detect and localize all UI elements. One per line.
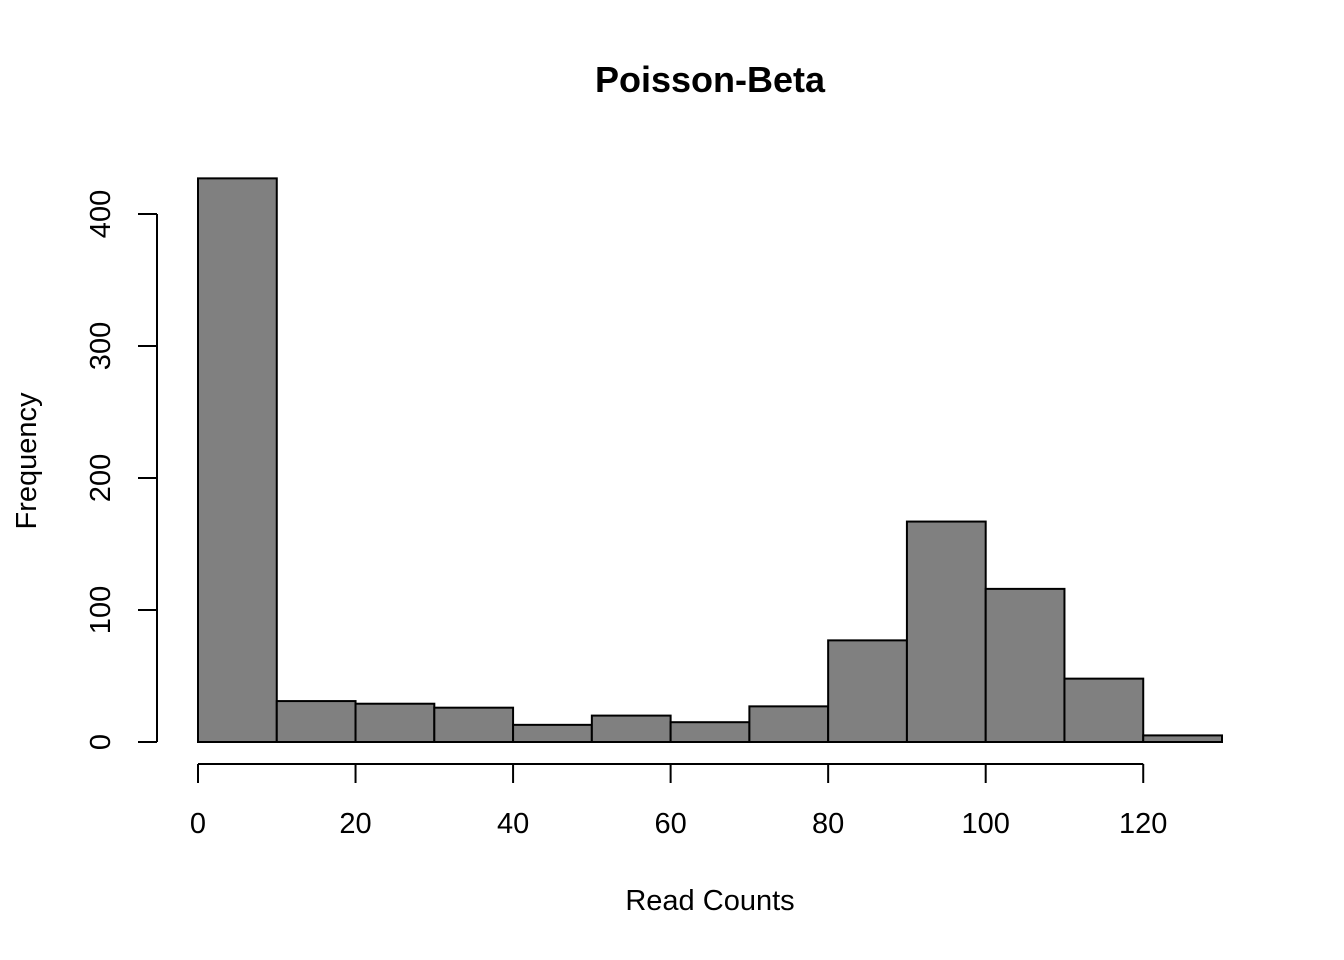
histogram-bar xyxy=(512,723,593,744)
histogram-bar xyxy=(275,700,357,744)
y-tick-label: 400 xyxy=(85,190,117,238)
histogram-bar xyxy=(354,702,436,743)
chart-title: Poisson-Beta xyxy=(595,59,826,100)
x-tick-label: 40 xyxy=(497,808,529,840)
histogram-bar xyxy=(1063,677,1145,744)
histogram-bar xyxy=(433,706,515,743)
y-tick-label: 0 xyxy=(85,734,117,750)
histogram-bar xyxy=(197,177,278,744)
y-tick-label: 100 xyxy=(85,586,117,634)
histogram-bar xyxy=(905,520,987,743)
histogram-bar xyxy=(669,721,751,744)
x-tick-label: 0 xyxy=(190,808,206,840)
x-tick-label: 120 xyxy=(1119,808,1167,840)
x-axis: 0 20 40 60 80 100 120 xyxy=(190,763,1167,840)
x-tick-label: 20 xyxy=(339,808,371,840)
histogram-bar xyxy=(590,714,672,743)
x-tick-label: 60 xyxy=(654,808,686,840)
y-tick-label: 200 xyxy=(85,454,117,502)
x-tick-label: 80 xyxy=(812,808,844,840)
histogram-bar xyxy=(748,705,830,743)
histogram-bar xyxy=(984,587,1066,743)
histogram-bar xyxy=(827,639,908,743)
y-axis: 0 100 200 300 400 xyxy=(85,190,158,750)
x-tick-label: 100 xyxy=(961,808,1009,840)
bars-group xyxy=(197,177,1223,744)
histogram-bar xyxy=(1142,734,1223,744)
y-axis-label: Frequency xyxy=(11,392,43,530)
x-axis-label: Read Counts xyxy=(625,885,794,917)
y-tick-label: 300 xyxy=(85,322,117,370)
